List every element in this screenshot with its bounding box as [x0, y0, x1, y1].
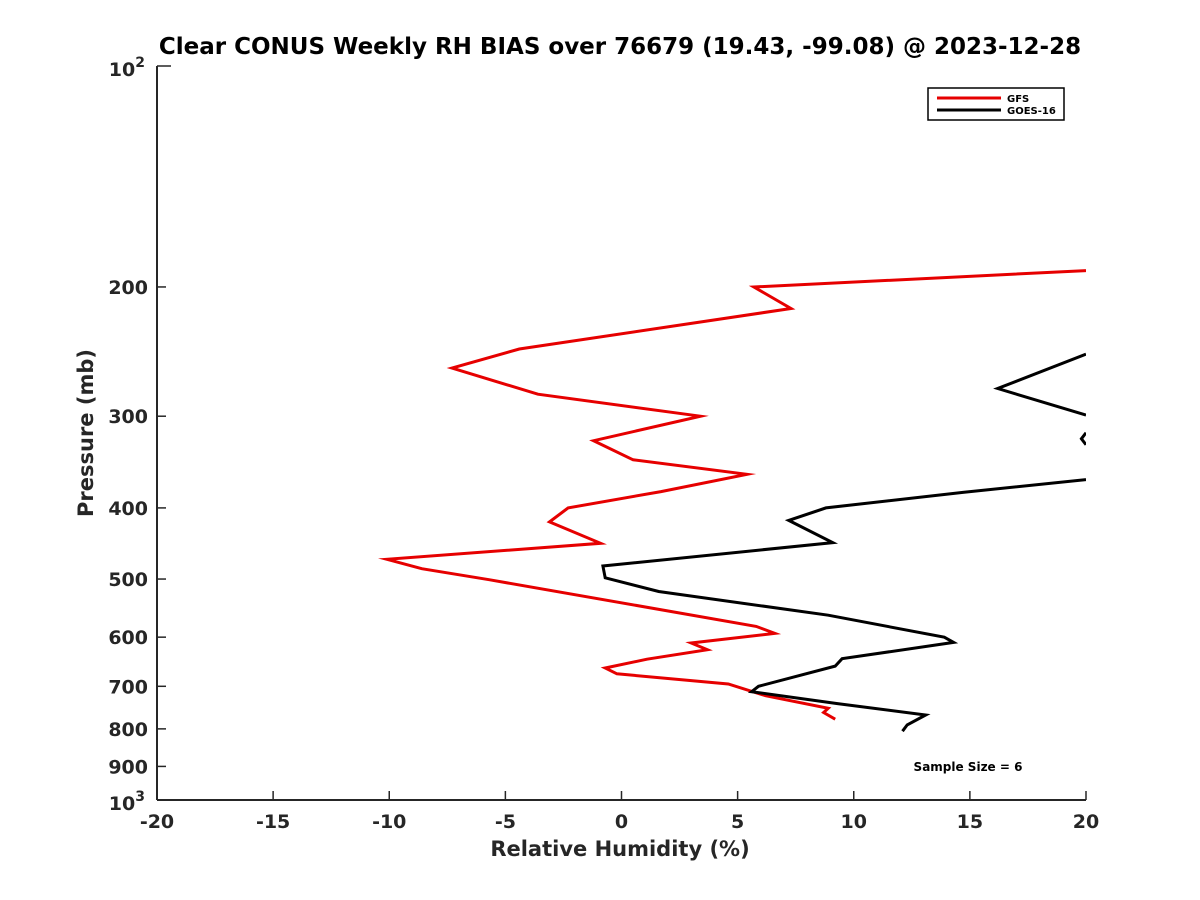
axes: -20 -15 -10 -5 0 5 10 15 20 200 300 400 500 600 700 800… [108, 55, 1099, 833]
series-line-goes-16-2 [1079, 431, 1086, 446]
y-tick-label: 800 [108, 719, 148, 741]
x-tick-label: 20 [1073, 811, 1099, 833]
y-decade-label: 102 [109, 55, 145, 81]
legend-label-gfs: GFS [1007, 94, 1029, 105]
x-tick-label: 5 [731, 811, 744, 833]
legend-label-goes-16: GOES-16 [1007, 106, 1056, 117]
y-tick-label: 400 [108, 498, 148, 520]
x-tick-label: -10 [372, 811, 406, 833]
series-line-goes-16-1 [993, 352, 1086, 417]
y-tick-label: 200 [108, 277, 148, 299]
y-axis-label: Pressure (mb) [74, 349, 98, 517]
x-tick-label: -15 [256, 811, 290, 833]
x-tick-label: 0 [615, 811, 628, 833]
legend-box [927, 87, 1065, 121]
x-tick-label: 10 [841, 811, 867, 833]
chart-title: Clear CONUS Weekly RH BIAS over 76679 (1… [159, 34, 1081, 60]
sample-size-annotation: Sample Size = 6 [914, 760, 1023, 774]
series-layer [378, 269, 1086, 733]
y-tick-label: 300 [108, 406, 148, 428]
y-tick-label: 900 [108, 756, 148, 778]
y-tick-label: 500 [108, 569, 148, 591]
y-tick-label: 600 [108, 627, 148, 649]
x-tick-label: -5 [495, 811, 516, 833]
x-tick-label: -20 [140, 811, 174, 833]
y-tick-label: 700 [108, 676, 148, 698]
y-decade-label: 103 [109, 789, 145, 815]
x-axis-label: Relative Humidity (%) [490, 837, 749, 861]
x-tick-label: 15 [957, 811, 983, 833]
series-line-goes-16-3 [601, 478, 1086, 733]
series-line-gfs [378, 269, 1086, 721]
